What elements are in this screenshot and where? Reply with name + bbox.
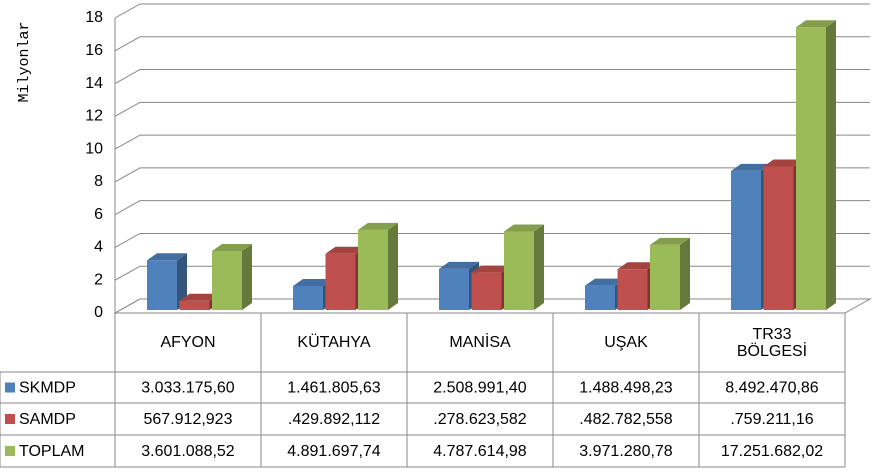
value-label: 3.033.175,60	[141, 380, 235, 397]
bar-front	[763, 166, 794, 310]
bar-front	[796, 27, 826, 311]
y-tick-label: 2	[94, 271, 103, 288]
legend-label: SKMDP	[19, 380, 76, 397]
bar-front	[325, 253, 356, 310]
bar-side	[680, 237, 690, 310]
legend-swatch	[5, 446, 15, 456]
bar-side	[534, 224, 544, 310]
bar-top	[585, 278, 625, 286]
category-cell: UŞAK	[553, 313, 699, 372]
grid-line	[114, 101, 870, 117]
bar-front	[731, 170, 761, 310]
bar-top	[325, 246, 366, 254]
bar-top	[796, 20, 836, 28]
x-tick-label: UŞAK	[553, 313, 699, 372]
bar-top	[650, 237, 690, 245]
bar-front	[212, 250, 242, 310]
bar-side	[388, 222, 398, 310]
bar-front	[650, 244, 680, 310]
bar-top	[212, 243, 252, 251]
bar-top	[731, 163, 771, 171]
bar	[212, 243, 252, 310]
bar-front	[471, 272, 502, 310]
bar-top	[179, 293, 220, 301]
bar-top	[293, 279, 333, 287]
grid-line	[114, 232, 870, 248]
bar-front	[617, 269, 648, 310]
y-tick-label: 16	[85, 42, 103, 59]
value-label: .482.782,558	[579, 411, 673, 428]
bar	[504, 224, 544, 310]
category-text: KÜTAHYA	[297, 334, 371, 351]
x-tick-label: AFYON	[115, 313, 261, 372]
bar-front	[358, 229, 388, 310]
bar-top	[471, 265, 512, 273]
y-tick-label: 18	[85, 9, 103, 26]
grid-line	[114, 36, 870, 52]
x-tick-label: TR33 BÖLGESİ	[699, 313, 845, 372]
bar-front	[179, 300, 210, 310]
y-tick-label: 12	[85, 108, 103, 125]
x-tick-label: KÜTAHYA	[261, 313, 407, 372]
grid-line	[114, 3, 870, 19]
y-axis-title: Milyonlar	[16, 21, 33, 102]
legend-swatch	[5, 414, 15, 424]
y-tick-label: 8	[94, 173, 103, 190]
value-label: .759.211,16	[730, 411, 813, 428]
value-label: 3.971.280,78	[579, 443, 673, 460]
category-text: MANİSA	[449, 334, 511, 351]
bar-top	[617, 262, 658, 270]
value-label: 17.251.682,02	[721, 443, 823, 460]
bar-front	[585, 285, 615, 310]
y-tick-label: 4	[94, 239, 103, 256]
y-tick-label: 6	[94, 206, 103, 223]
bar-front	[147, 260, 177, 310]
bar-front	[439, 268, 469, 310]
bar-top	[504, 224, 544, 232]
y-tick-label: 14	[85, 75, 103, 92]
bar-front	[293, 286, 323, 310]
value-label: 4.891.697,74	[287, 443, 381, 460]
bar	[358, 222, 398, 310]
legend-label: SAMDP	[19, 411, 76, 428]
bar-top	[358, 222, 398, 230]
bar-front	[504, 231, 534, 310]
category-cell: MANİSA	[407, 313, 553, 372]
value-label: 4.787.614,98	[433, 443, 527, 460]
category-cell: AFYON	[115, 313, 261, 372]
value-label: 1.461.805,63	[287, 380, 381, 397]
category-cell: TR33 BÖLGESİ	[699, 313, 845, 372]
y-tick-label: 0	[94, 304, 103, 321]
value-label: 8.492.470,86	[725, 380, 819, 397]
bar-top	[439, 261, 479, 269]
value-label: .278.623,582	[433, 411, 527, 428]
bar	[650, 237, 690, 310]
bar	[796, 20, 836, 311]
bar-top	[147, 253, 187, 261]
value-label: .429.892,112	[288, 411, 380, 428]
category-cell: KÜTAHYA	[261, 313, 407, 372]
value-label: 3.601.088,52	[141, 443, 235, 460]
legend-swatch	[5, 382, 15, 393]
y-tick-label: 10	[85, 140, 103, 157]
category-text: UŞAK	[604, 334, 648, 351]
category-text: TR33 BÖLGESİ	[736, 325, 808, 360]
grid-line	[114, 167, 870, 183]
x-tick-label: MANİSA	[407, 313, 553, 372]
grid-line	[114, 134, 870, 150]
value-label: 2.508.991,40	[433, 380, 527, 397]
bar-top	[763, 159, 804, 167]
grid-line	[114, 200, 870, 216]
legend-label: TOPLAM	[19, 443, 85, 460]
value-label: 1.488.498,23	[579, 380, 673, 397]
bar-side	[826, 20, 836, 311]
value-label: 567.912,923	[144, 411, 233, 428]
bar	[147, 253, 187, 310]
category-text: AFYON	[160, 334, 216, 351]
bar-side	[242, 243, 252, 310]
grid-line	[114, 69, 870, 84]
bar-side	[177, 253, 187, 310]
